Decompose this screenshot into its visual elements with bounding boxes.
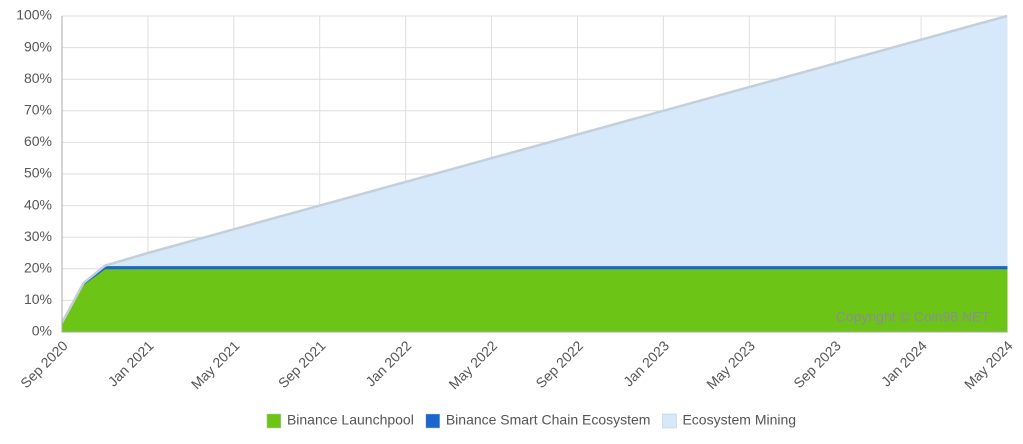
y-tick-label: 100% <box>16 7 52 23</box>
x-tick-label: May 2023 <box>703 337 758 392</box>
legend-swatch <box>662 413 677 429</box>
legend-label: Binance Smart Chain Ecosystem <box>446 412 651 428</box>
legend-swatch <box>425 413 441 429</box>
y-tick-label: 0% <box>32 323 52 339</box>
x-tick-label: May 2024 <box>961 337 1016 392</box>
copyright-annotation: Copyright © Coin98.NET <box>836 309 991 325</box>
y-tick-label: 40% <box>24 196 52 212</box>
legend-swatch <box>266 413 282 429</box>
y-tick-label: 30% <box>24 228 52 244</box>
x-tick-label: Sep 2023 <box>790 337 844 391</box>
y-tick-label: 80% <box>24 70 52 86</box>
x-tick-label: Sep 2021 <box>275 337 329 391</box>
legend-label: Ecosystem Mining <box>682 412 796 428</box>
y-tick-label: 90% <box>24 38 52 54</box>
x-tick-label: Sep 2022 <box>532 337 586 391</box>
x-tick-label: Jan 2021 <box>105 337 157 389</box>
x-tick-label: Jan 2023 <box>620 337 672 389</box>
x-tick-label: Sep 2020 <box>17 337 71 391</box>
x-tick-label: May 2022 <box>445 337 500 392</box>
x-tick-label: Jan 2024 <box>878 337 930 389</box>
x-tick-label: May 2021 <box>188 337 243 392</box>
x-tick-label: Jan 2022 <box>362 337 414 389</box>
y-tick-label: 50% <box>24 165 52 181</box>
area-top-line <box>60 14 1008 324</box>
y-tick-label: 10% <box>24 291 52 307</box>
y-tick-label: 60% <box>24 133 52 149</box>
legend: Binance Launchpool Binance Smart Chain Ec… <box>266 412 796 429</box>
y-tick-label: 70% <box>24 102 52 118</box>
legend-label: Binance Launchpool <box>287 412 414 428</box>
y-tick-label: 20% <box>24 260 52 276</box>
